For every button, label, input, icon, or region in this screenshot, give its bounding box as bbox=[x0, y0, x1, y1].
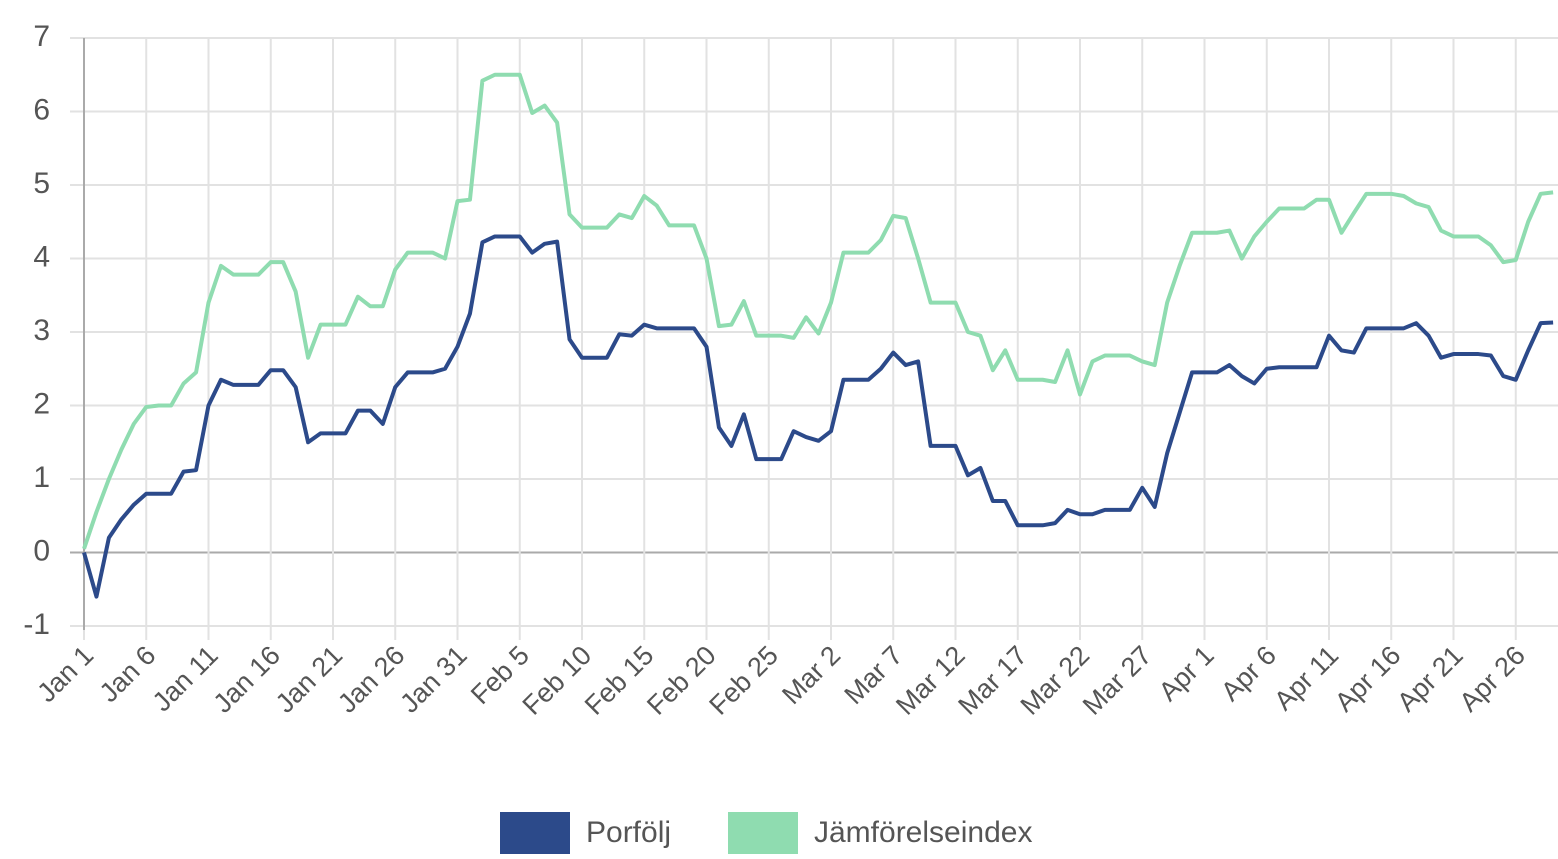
x-tick-label: Feb 15 bbox=[579, 640, 660, 721]
x-tick-label: Jan 26 bbox=[332, 640, 411, 719]
legend-label: Porfölj bbox=[586, 816, 671, 849]
x-tick-label: Apr 16 bbox=[1329, 640, 1406, 717]
series-line bbox=[82, 234, 1554, 599]
y-tick-label: 0 bbox=[33, 534, 50, 567]
y-tick-label: 7 bbox=[33, 20, 50, 53]
legend-swatch bbox=[728, 812, 798, 854]
y-tick-label: 4 bbox=[33, 240, 50, 273]
x-tick-label: Apr 21 bbox=[1391, 640, 1468, 717]
legend-label: Jämförelseindex bbox=[814, 816, 1032, 849]
y-tick-label: 3 bbox=[33, 314, 50, 347]
x-tick-label: Mar 17 bbox=[952, 640, 1033, 721]
x-tick-label: Apr 1 bbox=[1153, 640, 1220, 707]
x-tick-label: Mar 22 bbox=[1015, 640, 1096, 721]
x-tick-label: Jan 16 bbox=[207, 640, 286, 719]
y-tick-label: -1 bbox=[23, 608, 50, 641]
x-tick-label: Apr 26 bbox=[1454, 640, 1531, 717]
series-line bbox=[82, 72, 1554, 550]
legend-swatch bbox=[500, 812, 570, 854]
y-tick-label: 5 bbox=[33, 167, 50, 200]
y-tick-label: 2 bbox=[33, 387, 50, 420]
x-tick-label: Feb 25 bbox=[703, 640, 784, 721]
x-tick-label: Mar 2 bbox=[776, 640, 846, 710]
x-tick-label: Feb 10 bbox=[517, 640, 598, 721]
x-tick-label: Mar 27 bbox=[1077, 640, 1158, 721]
x-tick-label: Jan 31 bbox=[394, 640, 473, 719]
y-tick-label: 6 bbox=[33, 93, 50, 126]
x-tick-label: Mar 12 bbox=[890, 640, 971, 721]
x-tick-label: Jan 1 bbox=[31, 640, 99, 708]
x-tick-label: Jan 11 bbox=[147, 640, 224, 717]
x-tick-label: Feb 20 bbox=[641, 640, 722, 721]
x-tick-label: Apr 11 bbox=[1268, 640, 1344, 716]
x-tick-label: Jan 21 bbox=[270, 640, 349, 719]
y-tick-label: 1 bbox=[33, 461, 50, 494]
